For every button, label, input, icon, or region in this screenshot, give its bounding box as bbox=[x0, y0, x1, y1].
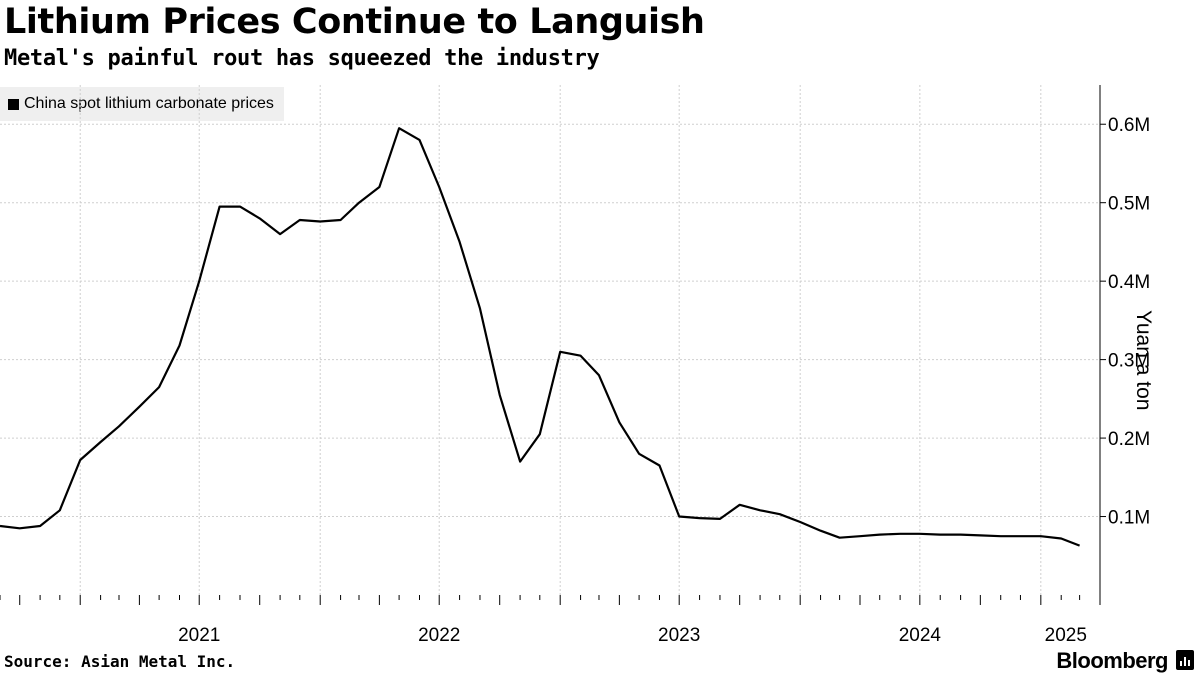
y-tick-label: 0.3M bbox=[1108, 351, 1150, 372]
x-year-label: 2024 bbox=[899, 625, 942, 646]
x-year-label: 2021 bbox=[178, 625, 220, 646]
legend-swatch bbox=[8, 98, 19, 110]
y-tick-label: 0.4M bbox=[1108, 272, 1150, 293]
y-tick-label: 0.5M bbox=[1108, 194, 1150, 215]
grid-lines bbox=[0, 85, 1100, 595]
x-axis-year-labels: 2021 2022 2023 2024 2025 bbox=[178, 625, 1087, 646]
source-note: Source: Asian Metal Inc. bbox=[4, 652, 236, 671]
chart-legend: China spot lithium carbonate prices bbox=[0, 87, 284, 121]
series-layer bbox=[0, 127, 1080, 547]
axes bbox=[1099, 85, 1106, 595]
x-year-label: 2022 bbox=[418, 625, 460, 646]
chart-title: Lithium Prices Continue to Languish bbox=[4, 2, 705, 42]
y-axis-tick-labels: 0.1M 0.2M 0.3M 0.4M 0.5M 0.6M bbox=[1108, 115, 1150, 528]
x-year-label: 2023 bbox=[658, 625, 700, 646]
y-tick-label: 0.6M bbox=[1108, 115, 1150, 136]
series-line-lithium-carbonate bbox=[0, 127, 1080, 547]
y-tick-label: 0.1M bbox=[1108, 508, 1150, 529]
chart-subtitle: Metal's painful rout has squeezed the in… bbox=[4, 46, 600, 71]
x-axis-ticks bbox=[0, 595, 1101, 605]
y-tick-label: 0.2M bbox=[1108, 429, 1150, 450]
bloomberg-bar-icon bbox=[1176, 650, 1194, 670]
y-axis-label: Yuan a ton bbox=[1132, 310, 1155, 411]
bloomberg-logo-text: Bloomberg bbox=[1056, 648, 1168, 673]
x-year-label: 2025 bbox=[1045, 625, 1087, 646]
legend-label: China spot lithium carbonate prices bbox=[24, 95, 274, 112]
